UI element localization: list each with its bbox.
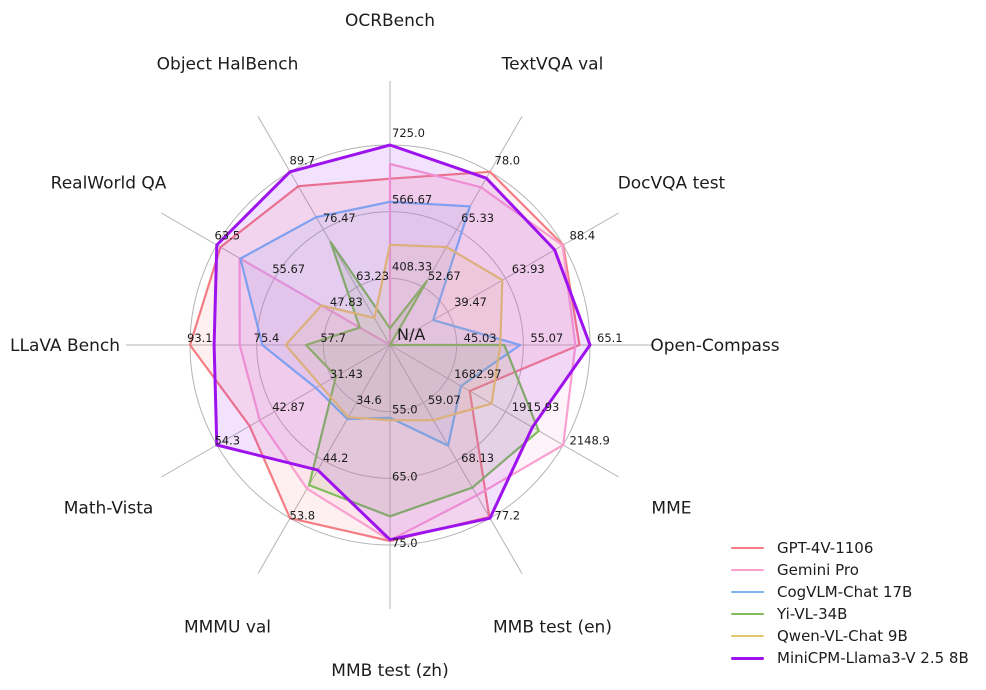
axis-spoke-mme bbox=[389, 344, 619, 478]
legend-swatch-gemini-pro bbox=[731, 568, 764, 572]
axis-label-mmb-test-zh: MMB test (zh) bbox=[331, 661, 448, 681]
tick-label-mmb-test-zh-1: 55.0 bbox=[392, 403, 418, 417]
tick-label-realworld-qa-3: 63.5 bbox=[214, 229, 240, 243]
tick-label-math-vista-1: 31.43 bbox=[330, 367, 363, 381]
tick-label-textvqa-val-1: 52.67 bbox=[428, 269, 461, 283]
axis-spoke-math-vista bbox=[161, 344, 391, 478]
legend-item-yi-vl-34b: Yi-VL-34B bbox=[731, 603, 969, 625]
legend-swatch-minicpm-llama3-v-2-5-8b bbox=[731, 656, 764, 660]
axis-label-docvqa-test: DocVQA test bbox=[618, 174, 726, 194]
tick-label-object-halbench-1: 63.23 bbox=[356, 269, 389, 283]
legend-label-qwen-vl-chat-9b: Qwen-VL-Chat 9B bbox=[777, 627, 908, 645]
axis-label-math-vista: Math-Vista bbox=[64, 499, 154, 519]
axis-spoke-mmmu-val bbox=[257, 344, 391, 574]
tick-label-llava-bench-1: 57.7 bbox=[320, 331, 346, 345]
tick-label-mme-2: 1915.93 bbox=[512, 400, 560, 414]
axis-spoke-docvqa-test bbox=[389, 212, 619, 346]
axis-label-mmmu-val: MMMU val bbox=[184, 617, 271, 637]
tick-label-mmb-test-en-1: 59.07 bbox=[428, 393, 461, 407]
tick-label-open-compass-3: 65.1 bbox=[597, 331, 623, 345]
tick-label-mmmu-val-1: 34.6 bbox=[356, 393, 382, 407]
legend-item-gpt-4v-1106: GPT-4V-1106 bbox=[731, 537, 969, 559]
tick-label-realworld-qa-1: 47.83 bbox=[330, 295, 363, 309]
legend-swatch-yi-vl-34b bbox=[731, 612, 764, 616]
legend: GPT-4V-1106 Gemini Pro CogVLM-Chat 17B Yi-V… bbox=[731, 537, 969, 669]
tick-label-mmb-test-zh-2: 65.0 bbox=[392, 469, 418, 483]
legend-label-cogvlm-chat-17b: CogVLM-Chat 17B bbox=[777, 583, 913, 601]
tick-label-open-compass-1: 45.03 bbox=[464, 331, 497, 345]
tick-label-math-vista-2: 42.87 bbox=[272, 400, 305, 414]
axis-spoke-object-halbench bbox=[257, 116, 391, 346]
tick-label-ocrbench-2: 566.67 bbox=[392, 193, 432, 207]
tick-label-mmb-test-en-3: 77.2 bbox=[495, 509, 521, 523]
tick-label-llava-bench-2: 75.4 bbox=[254, 331, 280, 345]
legend-label-gemini-pro: Gemini Pro bbox=[777, 561, 859, 579]
axis-spoke-mmb-test-en bbox=[389, 344, 523, 574]
legend-item-cogvlm-chat-17b: CogVLM-Chat 17B bbox=[731, 581, 969, 603]
series-polygon-cogvlm-chat-17b bbox=[239, 200, 522, 447]
tick-label-docvqa-test-2: 63.93 bbox=[512, 262, 545, 276]
tick-label-textvqa-val-2: 65.33 bbox=[461, 211, 494, 225]
tick-label-docvqa-test-3: 88.4 bbox=[570, 229, 596, 243]
axis-label-llava-bench: LLaVA Bench bbox=[10, 336, 120, 356]
tick-label-object-halbench-2: 76.47 bbox=[323, 211, 356, 225]
tick-label-llava-bench-3: 93.1 bbox=[187, 331, 213, 345]
legend-item-minicpm-llama3-v-2-5-8b: MiniCPM-Llama3-V 2.5 8B bbox=[731, 647, 969, 669]
legend-label-minicpm-llama3-v-2-5-8b: MiniCPM-Llama3-V 2.5 8B bbox=[777, 649, 969, 667]
tick-label-mmb-test-en-2: 68.13 bbox=[461, 451, 494, 465]
axis-label-mme: MME bbox=[651, 499, 691, 519]
tick-label-mme-3: 2148.9 bbox=[570, 434, 610, 448]
axis-label-open-compass: Open-Compass bbox=[650, 336, 779, 356]
series-polygon-yi-vl-34b bbox=[304, 240, 540, 518]
tick-label-open-compass-2: 55.07 bbox=[530, 331, 563, 345]
legend-label-yi-vl-34b: Yi-VL-34B bbox=[777, 605, 848, 623]
tick-label-mmb-test-zh-3: 75.0 bbox=[392, 536, 418, 550]
series-polygon-qwen-vl-chat-9b bbox=[284, 243, 504, 422]
legend-swatch-cogvlm-chat-17b bbox=[731, 590, 764, 594]
tick-label-object-halbench-3: 89.7 bbox=[290, 153, 316, 167]
tick-label-ocrbench-1: 408.33 bbox=[392, 259, 432, 273]
axis-label-realworld-qa: RealWorld QA bbox=[51, 174, 167, 194]
tick-label-mmmu-val-2: 44.2 bbox=[323, 451, 349, 465]
legend-item-qwen-vl-chat-9b: Qwen-VL-Chat 9B bbox=[731, 625, 969, 647]
tick-label-math-vista-3: 54.3 bbox=[214, 434, 240, 448]
tick-label-ocrbench-3: 725.0 bbox=[392, 126, 425, 140]
legend-item-gemini-pro: Gemini Pro bbox=[731, 559, 969, 581]
tick-label-realworld-qa-2: 55.67 bbox=[272, 262, 305, 276]
axis-label-object-halbench: Object HalBench bbox=[157, 55, 299, 75]
tick-label-docvqa-test-1: 39.47 bbox=[454, 295, 487, 309]
center-na-label: N/A bbox=[397, 325, 425, 344]
axis-label-ocrbench: OCRBench bbox=[345, 11, 435, 31]
axis-label-mmb-test-en: MMB test (en) bbox=[493, 617, 612, 637]
tick-label-textvqa-val-3: 78.0 bbox=[495, 153, 521, 167]
legend-swatch-qwen-vl-chat-9b bbox=[731, 634, 764, 638]
series-polygon-minicpm-llama3-v-2-5-8b bbox=[212, 143, 592, 542]
tick-label-mme-1: 1682.97 bbox=[454, 367, 502, 381]
legend-label-gpt-4v-1106: GPT-4V-1106 bbox=[777, 539, 874, 557]
axis-label-textvqa-val: TextVQA val bbox=[501, 55, 604, 75]
tick-label-mmmu-val-3: 53.8 bbox=[290, 509, 316, 523]
legend-swatch-gpt-4v-1106 bbox=[731, 546, 764, 550]
